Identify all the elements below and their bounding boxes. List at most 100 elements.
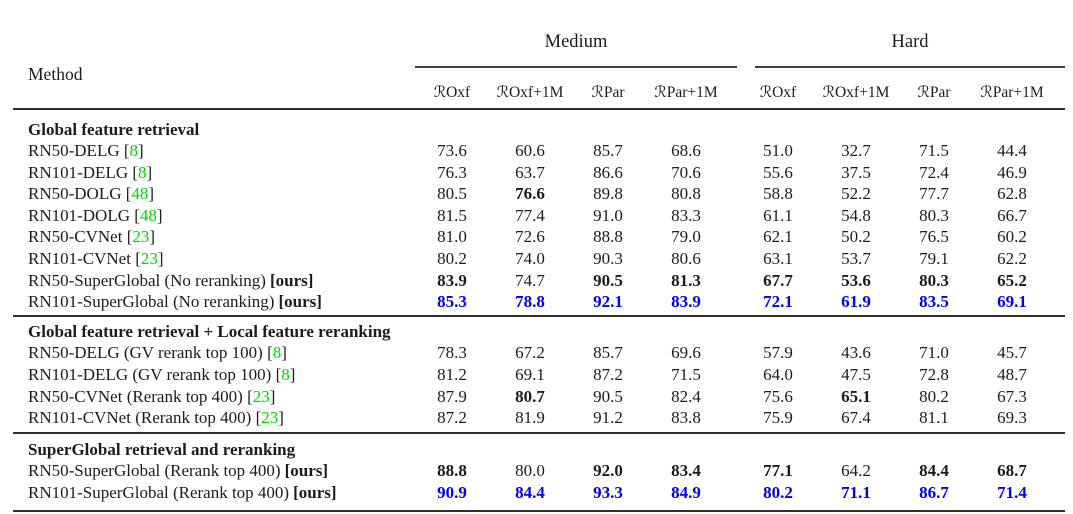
score-cell: 63.1: [763, 249, 793, 269]
method-cell: RN101-SuperGlobal (No reranking) [ours]: [13, 291, 413, 313]
score-cell: 83.9: [437, 270, 467, 290]
score-cell: 32.7: [841, 141, 871, 161]
citation-ref: 8: [272, 343, 282, 363]
score-cell: 48.7: [997, 365, 1027, 385]
group-header-medium: Medium: [544, 32, 608, 52]
score-cell: 90.5: [593, 270, 623, 290]
score-cell: 81.3: [671, 270, 701, 290]
score-cell: 85.3: [437, 292, 467, 312]
score-cell: 46.9: [997, 162, 1027, 182]
score-cell: 66.7: [997, 205, 1027, 225]
score-cell: 51.0: [763, 141, 793, 161]
score-cell: 80.0: [515, 461, 545, 481]
score-cell: 84.9: [671, 483, 701, 502]
score-cell: 91.2: [593, 408, 623, 428]
score-cell: 86.6: [593, 162, 623, 182]
score-cell: 37.5: [841, 162, 871, 182]
score-cell: 87.2: [593, 365, 623, 385]
score-cell: 68.7: [997, 461, 1027, 481]
method-name: RN101-DELG (GV rerank top 100): [28, 365, 272, 385]
col-header-rpar-hard: ℛPar: [917, 84, 951, 101]
method-name: RN50-CVNet (Rerank top 400): [28, 386, 243, 406]
table-row: RN101-CVNet [23] 80.2 74.0 90.3 80.6 63.1 53.7…: [13, 248, 1065, 270]
score-cell: 93.3: [593, 483, 623, 502]
score-cell: 89.8: [593, 184, 623, 204]
score-cell: 47.5: [841, 365, 871, 385]
method-name: RN50-SuperGlobal (No reranking): [28, 270, 266, 290]
score-cell: 53.7: [841, 249, 871, 269]
col-header-rpar-medium: ℛPar: [591, 84, 625, 101]
score-cell: 79.1: [919, 249, 949, 269]
score-cell: 54.8: [841, 205, 871, 225]
citation-ref: 8: [281, 365, 290, 385]
score-cell: 61.1: [763, 205, 793, 225]
score-cell: 63.7: [515, 162, 545, 182]
table-section: Global feature retrieval RN50-DELG [8] 73.…: [13, 110, 1065, 315]
score-cell: 87.9: [437, 386, 467, 406]
score-cell: 81.9: [515, 408, 545, 428]
table-row: RN101-DOLG [48] 81.5 77.4 91.0 83.3 61.1 54.8 8…: [13, 205, 1065, 227]
score-cell: 67.2: [515, 343, 545, 363]
score-cell: 76.6: [515, 184, 545, 204]
score-cell: 90.9: [437, 483, 467, 502]
score-cell: 62.8: [997, 184, 1027, 204]
score-cell: 81.1: [919, 408, 949, 428]
score-cell: 80.3: [919, 270, 949, 290]
table-row: RN101-CVNet (Rerank top 400) [23] 87.2 81.…: [13, 407, 1065, 429]
score-cell: 92.1: [593, 292, 623, 312]
score-cell: 68.6: [671, 141, 701, 161]
hard-group-rule: [755, 66, 1065, 68]
medium-group-rule: [415, 66, 737, 68]
score-cell: 69.1: [997, 292, 1027, 312]
method-name: RN50-CVNet: [28, 227, 123, 247]
score-cell: 77.1: [763, 461, 793, 481]
ours-tag: [ours]: [284, 461, 329, 481]
citation-ref: 8: [138, 162, 147, 182]
method-cell: RN50-SuperGlobal (Rerank top 400) [ours]: [13, 460, 413, 482]
col-header-rpar1m-medium: ℛPar+1M: [654, 84, 718, 101]
method-cell: RN50-CVNet [23]: [28, 227, 156, 247]
method-cell: RN50-SuperGlobal (No reranking) [ours]: [13, 270, 413, 292]
score-cell: 77.7: [919, 184, 949, 204]
section-title: Global feature retrieval + Local feature…: [28, 321, 391, 341]
score-cell: 57.9: [763, 343, 793, 363]
method-cell: RN101-SuperGlobal (Rerank top 400) [ours]: [13, 482, 413, 504]
score-cell: 61.9: [841, 292, 871, 312]
citation-ref: 8: [129, 141, 139, 161]
section-title: SuperGlobal retrieval and reranking: [28, 439, 296, 459]
score-cell: 80.5: [437, 184, 467, 204]
table-row: RN101-SuperGlobal (No reranking) [ours] 85…: [13, 291, 1065, 313]
score-cell: 44.4: [997, 141, 1027, 161]
col-header-roxf-hard: ℛOxf: [759, 84, 797, 101]
citation-ref: 23: [132, 227, 150, 247]
score-cell: 90.5: [593, 386, 623, 406]
method-cell: RN50-DOLG [48]: [28, 184, 155, 204]
score-cell: 92.0: [593, 461, 623, 481]
score-cell: 87.2: [437, 408, 467, 428]
table-row: RN50-DELG [8] 73.6 60.6 85.7 68.6 51.0 32.7 71.…: [13, 140, 1065, 162]
table-row: RN101-DELG [8] 76.3 63.7 86.6 70.6 55.6 37.5 72…: [13, 162, 1065, 184]
score-cell: 84.4: [515, 483, 545, 502]
method-name: RN101-DELG: [28, 162, 129, 182]
score-cell: 83.3: [671, 205, 701, 225]
score-cell: 67.7: [763, 270, 793, 290]
score-cell: 60.6: [515, 141, 545, 161]
score-cell: 74.7: [515, 270, 545, 290]
score-cell: 65.2: [997, 270, 1027, 290]
score-cell: 69.6: [671, 343, 701, 363]
citation-ref: 23: [140, 249, 158, 269]
table-row: RN50-SuperGlobal (Rerank top 400) [ours] 8…: [13, 460, 1065, 482]
score-cell: 74.0: [515, 249, 545, 269]
results-table: Method Medium Hard ℛOxf ℛOxf+1M ℛPar ℛPa…: [13, 0, 1065, 512]
score-cell: 79.0: [671, 227, 701, 247]
score-cell: 78.3: [437, 343, 467, 363]
score-cell: 76.3: [437, 162, 467, 182]
method-name: RN101-DOLG: [28, 205, 130, 225]
score-cell: 72.1: [763, 292, 793, 312]
score-cell: 71.5: [671, 365, 701, 385]
score-cell: 91.0: [593, 205, 623, 225]
score-cell: 45.7: [997, 343, 1027, 363]
citation-ref: 48: [139, 205, 157, 225]
score-cell: 81.5: [437, 205, 467, 225]
score-cell: 53.6: [841, 270, 871, 290]
